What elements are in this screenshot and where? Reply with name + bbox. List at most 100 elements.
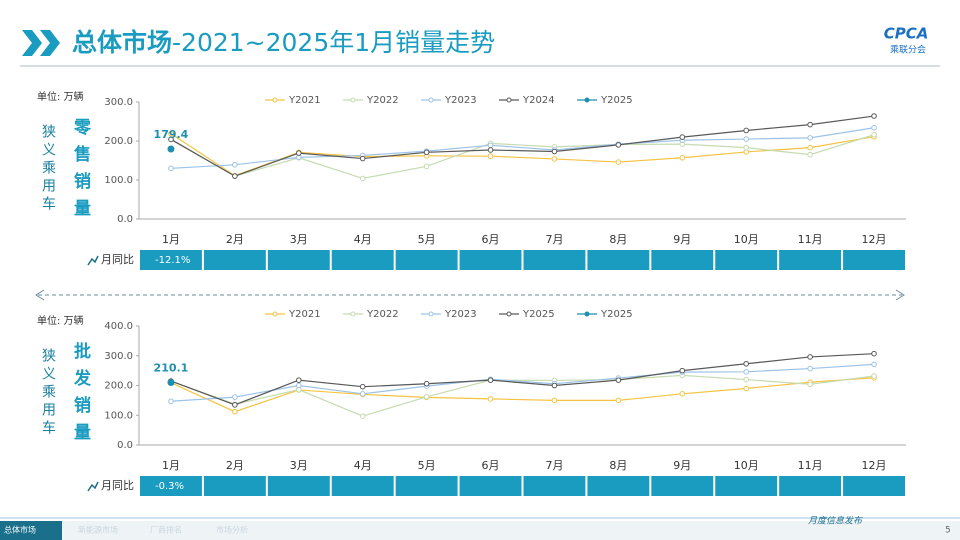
point [807, 354, 813, 360]
legend-marker [584, 311, 590, 317]
yoy-label: 月同比 [101, 479, 134, 492]
yoy-cell [843, 476, 905, 496]
point [743, 144, 750, 151]
x-tick-label: 3月 [290, 459, 308, 472]
legend-marker [428, 97, 434, 103]
series-line [170, 377, 875, 413]
series-line [170, 115, 875, 177]
point [232, 394, 238, 400]
point [423, 149, 430, 156]
point [551, 148, 558, 155]
y-tick-label: 400.0 [104, 321, 133, 332]
yoy-cell [715, 476, 778, 496]
x-tick-label: 8月 [609, 233, 627, 246]
chevron [40, 30, 60, 56]
yoy-icon [87, 255, 99, 266]
point [871, 350, 877, 357]
footer-tab: 市场分析 [216, 525, 248, 535]
point [807, 381, 813, 388]
series-line [170, 133, 875, 177]
data-label: 179.4 [154, 128, 189, 141]
y-tick-label: 100.0 [104, 175, 133, 186]
metric-label: 批发销量 [70, 342, 90, 450]
y-tick-label: 0.0 [117, 440, 133, 451]
yoy-cell [651, 250, 714, 270]
y-tick-label: 0.0 [117, 214, 133, 225]
point [807, 144, 813, 151]
separator-arrow [35, 289, 45, 301]
yoy-value: -0.3% [155, 481, 184, 492]
legend-marker [506, 97, 512, 103]
x-tick-label: 2月 [226, 459, 244, 472]
point [807, 151, 813, 158]
point [679, 391, 686, 397]
point [871, 361, 877, 368]
series-line [170, 374, 875, 417]
legend-label: Y2021 [288, 309, 321, 320]
legend-marker [272, 97, 278, 103]
yoy-cell [203, 250, 266, 270]
yoy-label: 月同比 [101, 253, 134, 266]
point [295, 382, 302, 389]
point [487, 153, 494, 160]
point [359, 413, 366, 419]
x-tick-label: 4月 [354, 459, 372, 472]
footer-bar [0, 521, 960, 540]
footer-tab: 新能源市场 [78, 525, 118, 535]
x-tick-label: 7月 [545, 233, 563, 246]
point [615, 397, 622, 404]
y-tick-label: 100.0 [104, 410, 133, 421]
y-tick-label: 300.0 [104, 351, 133, 362]
x-tick-label: 3月 [290, 233, 308, 246]
yoy-cell [715, 250, 778, 270]
legend-marker [350, 97, 356, 103]
point [743, 385, 750, 392]
footer-tab: 总体市场 [4, 525, 36, 535]
footer-note: 月度信息发布 [808, 516, 864, 527]
yoy-cell [140, 476, 202, 496]
legend-label: Y2025 [600, 95, 633, 106]
legend-label: Y2024 [522, 95, 555, 106]
series-line [170, 127, 875, 169]
x-tick-label: 8月 [609, 459, 627, 472]
point [743, 376, 750, 383]
logo-sub: 乘联分会 [890, 44, 926, 56]
yoy-cell [779, 476, 842, 496]
point [168, 165, 174, 172]
x-tick-label: 9月 [673, 233, 691, 246]
point [871, 131, 877, 138]
series-line [170, 363, 875, 402]
page-number: 5 [945, 526, 951, 536]
x-tick-label: 1月 [162, 459, 180, 472]
series-line [170, 353, 875, 406]
yoy-cell [395, 250, 458, 270]
data-label: 210.1 [154, 361, 189, 374]
point [167, 378, 175, 386]
footer-tab-active [0, 521, 62, 540]
point [487, 396, 494, 402]
point [168, 136, 174, 143]
unit-label: 单位: 万辆 [37, 314, 84, 327]
point [743, 369, 750, 375]
legend-label: Y2022 [366, 309, 399, 320]
point [871, 373, 877, 379]
yoy-cell [395, 476, 458, 496]
point [551, 397, 558, 404]
yoy-cell [779, 250, 842, 270]
point [679, 367, 686, 374]
point [423, 394, 430, 400]
legend-marker [350, 311, 356, 317]
legend-marker [584, 97, 590, 103]
x-tick-label: 9月 [673, 459, 691, 472]
x-tick-label: 10月 [734, 459, 759, 472]
legend-label: Y2025 [522, 309, 555, 320]
legend-label: Y2023 [444, 309, 477, 320]
legend-label: Y2025 [600, 309, 633, 320]
x-tick-label: 6月 [482, 233, 500, 246]
point [743, 136, 750, 142]
x-tick-label: 6月 [482, 459, 500, 472]
yoy-icon [87, 481, 99, 492]
point [232, 402, 238, 408]
point [807, 135, 813, 141]
point [232, 161, 238, 168]
